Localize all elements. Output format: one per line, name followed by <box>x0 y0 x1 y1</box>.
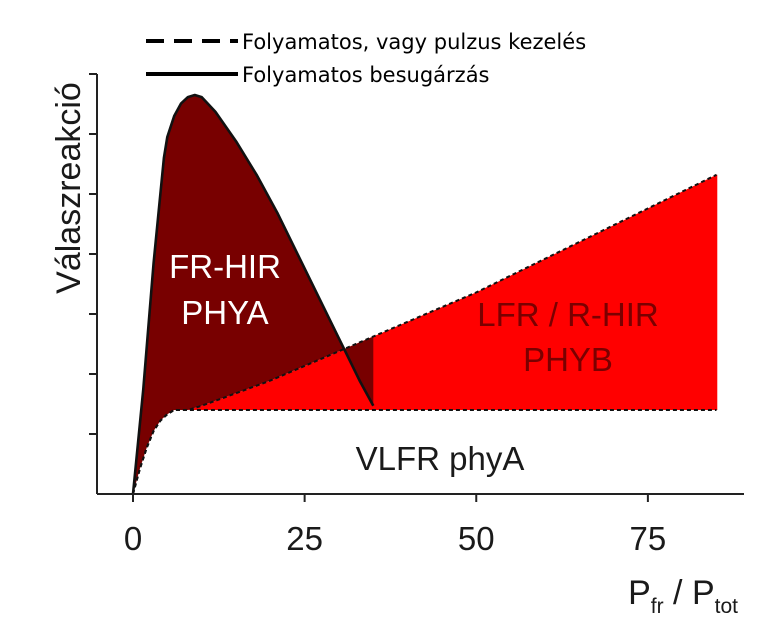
legend-label-solid: Folyamatos besugárzás <box>242 63 490 87</box>
x-tick-label: 25 <box>286 520 323 557</box>
region-label-lfr-rhir-phyb-line1: LFR / R-HIR <box>477 296 659 333</box>
chart-fills <box>133 95 718 494</box>
series-solid-line <box>131 93 375 495</box>
chart-lines <box>131 93 717 495</box>
chart-legend: Folyamatos, vagy pulzus kezelés Folyamato… <box>146 30 586 87</box>
region-label-frhir-phya-line2: PHYA <box>181 294 268 331</box>
region-label-frhir-phya-line1: FR-HIR <box>169 248 281 285</box>
chart-labels: FR-HIR PHYA LFR / R-HIR PHYB VLFR phyA Válasz… <box>50 82 738 618</box>
region-label-vlfr-phya-line1: VLFR phyA <box>356 440 525 477</box>
region-lfr-rhir-phyb <box>187 174 717 410</box>
x-tick-label: 0 <box>124 520 142 557</box>
y-axis-label: Válaszreakció <box>50 82 88 294</box>
region-frhir-phya <box>133 95 374 494</box>
x-tick-label: 75 <box>630 520 667 557</box>
series-baseline-line <box>132 409 717 495</box>
x-axis-label: Pfr / Ptot <box>628 574 738 618</box>
region-label-lfr-rhir-phyb-line2: PHYB <box>523 341 613 378</box>
legend-label-dashed: Folyamatos, vagy pulzus kezelés <box>242 30 586 54</box>
x-tick-label: 50 <box>458 520 495 557</box>
chart-axes: 0 25 50 75 <box>89 73 744 557</box>
